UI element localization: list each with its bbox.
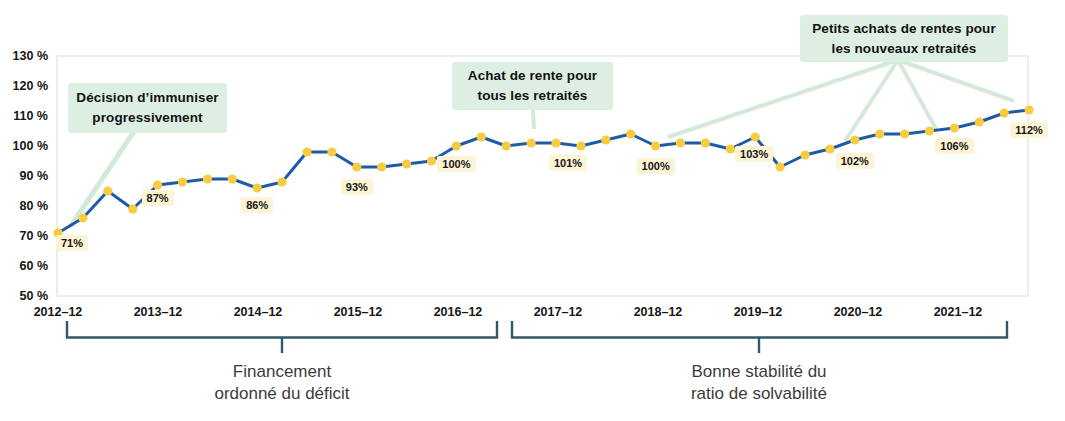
- data-point-marker: [651, 141, 660, 150]
- y-axis-tick-label: 100 %: [13, 139, 48, 153]
- solvency-ratio-chart: 130 % 120 % 110 % 100 % 90 % 80 % 70 % 60 % 50 %…: [0, 0, 1065, 421]
- data-point-marker: [875, 129, 884, 138]
- data-point-marker: [377, 162, 386, 171]
- data-point-marker: [228, 174, 237, 183]
- data-point-marker: [975, 117, 984, 126]
- x-axis-tick-label: 2017–12: [534, 305, 583, 319]
- data-point-marker: [53, 228, 62, 237]
- data-point-marker: [452, 141, 461, 150]
- data-point-marker: [551, 138, 560, 147]
- data-point-marker: [1000, 108, 1009, 117]
- data-point-marker: [576, 141, 585, 150]
- data-point-marker: [302, 147, 311, 156]
- data-point-marker: [950, 123, 959, 132]
- y-axis-tick-label: 80 %: [20, 199, 49, 213]
- x-axis-tick-label: 2016–12: [434, 305, 483, 319]
- y-axis-tick-label: 70 %: [20, 229, 49, 243]
- data-point-marker: [626, 129, 635, 138]
- data-point-marker: [1025, 105, 1034, 114]
- data-point-marker: [900, 129, 909, 138]
- data-point-marker: [925, 126, 934, 135]
- data-point-marker: [601, 135, 610, 144]
- bracket-financement: [67, 321, 497, 353]
- y-axis-tick-label: 90 %: [20, 169, 49, 183]
- data-point-marker: [78, 213, 87, 222]
- data-point-marker: [825, 144, 834, 153]
- data-point-marker: [850, 135, 859, 144]
- data-point-marker: [278, 177, 287, 186]
- data-point-marker: [751, 132, 760, 141]
- x-axis-tick-label: 2018–12: [634, 305, 683, 319]
- y-axis-tick-label: 120 %: [13, 79, 48, 93]
- x-axis-tick-label: 2012–12: [34, 305, 83, 319]
- data-point-marker: [352, 162, 361, 171]
- annotation-connector-line: [845, 60, 898, 141]
- data-point-marker: [477, 132, 486, 141]
- data-point-marker: [427, 156, 436, 165]
- data-point-marker: [178, 177, 187, 186]
- data-point-marker: [327, 147, 336, 156]
- x-axis-tick-label: 2021–12: [934, 305, 983, 319]
- x-axis-tick-label: 2019–12: [734, 305, 783, 319]
- data-point-marker: [402, 159, 411, 168]
- x-axis-tick-label: 2020–12: [834, 305, 883, 319]
- y-axis-tick-label: 130 %: [13, 49, 48, 63]
- chart-canvas: 130 % 120 % 110 % 100 % 90 % 80 % 70 % 60 % 50 %…: [0, 0, 1065, 421]
- data-point-marker: [701, 138, 710, 147]
- data-point-marker: [203, 174, 212, 183]
- y-axis-tick-label: 60 %: [20, 259, 49, 273]
- data-point-marker: [676, 138, 685, 147]
- data-point-marker: [103, 186, 112, 195]
- x-axis-tick-label: 2014–12: [234, 305, 283, 319]
- data-point-marker: [776, 162, 785, 171]
- annotation-connector-line: [70, 130, 135, 227]
- data-point-marker: [128, 204, 137, 213]
- data-point-marker: [502, 141, 511, 150]
- data-point-marker: [253, 183, 262, 192]
- bracket-stabilite: [512, 321, 1007, 353]
- x-axis-tick-label: 2015–12: [334, 305, 383, 319]
- plot-area-border: [57, 56, 1028, 296]
- y-axis-tick-label: 50 %: [20, 289, 49, 303]
- annotation-connector-line: [533, 110, 534, 129]
- data-point-marker: [800, 150, 809, 159]
- series-line: [58, 110, 1029, 233]
- y-axis-tick-label: 110 %: [13, 109, 48, 123]
- data-point-marker: [726, 144, 735, 153]
- data-point-marker: [527, 138, 536, 147]
- data-point-marker: [153, 180, 162, 189]
- x-axis-tick-label: 2013–12: [134, 305, 183, 319]
- annotation-connector-line: [668, 60, 898, 137]
